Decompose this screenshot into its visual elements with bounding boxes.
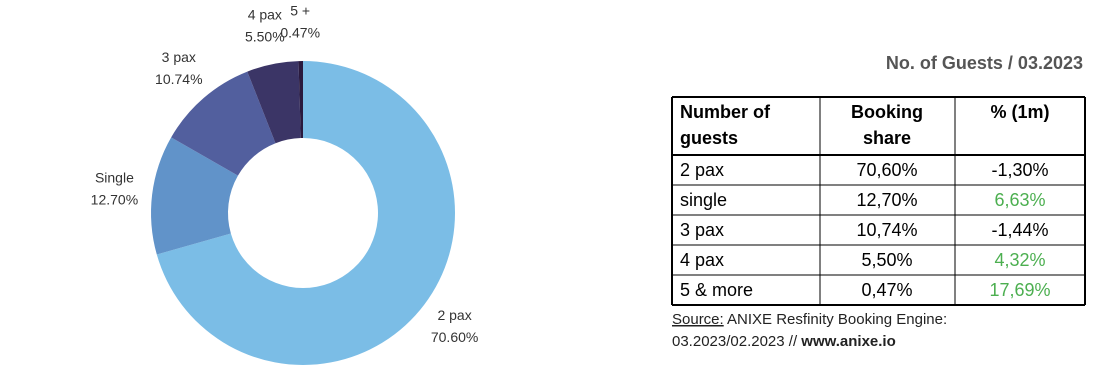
slice-label: 4 pax: [248, 7, 282, 23]
donut-slice: [298, 61, 303, 139]
slice-value-label: 12.70%: [91, 192, 138, 208]
table-header: share: [863, 128, 911, 148]
table-header: guests: [680, 128, 738, 148]
table-cell: 5 & more: [680, 280, 753, 300]
table-cell: 6,63%: [994, 190, 1045, 210]
table-header: % (1m): [990, 102, 1049, 122]
source-label: Source:: [672, 311, 724, 328]
table-cell: 10,74%: [856, 220, 917, 240]
slice-value-label: 10.74%: [155, 71, 202, 87]
table-cell: 4 pax: [680, 250, 724, 270]
slice-value-label: 0.47%: [280, 25, 320, 41]
slice-label: Single: [95, 170, 134, 186]
table-cell: 0,47%: [861, 280, 912, 300]
source-url: www.anixe.io: [800, 333, 895, 350]
table-cell: 2 pax: [680, 160, 724, 180]
table-cell: 70,60%: [856, 160, 917, 180]
table-title: No. of Guests / 03.2023: [886, 53, 1083, 73]
donut-slice: [156, 61, 455, 365]
donut-slice: [150, 137, 238, 255]
table-cell: 5,50%: [861, 250, 912, 270]
source-text: ANIXE Resfinity Booking Engine:: [724, 311, 947, 328]
donut-slice: [247, 61, 301, 144]
slice-label: 3 pax: [162, 49, 196, 65]
source-line: Source: ANIXE Resfinity Booking Engine:: [672, 311, 947, 328]
slice-value-label: 5.50%: [245, 29, 285, 45]
table-header: Booking: [851, 102, 923, 122]
slice-label: 5 +: [290, 3, 310, 19]
table-cell: 12,70%: [856, 190, 917, 210]
slice-label: 2 pax: [437, 307, 471, 323]
source-period: 03.2023/02.2023 //: [672, 333, 801, 350]
table-header: Number of: [680, 102, 771, 122]
table-cell: 3 pax: [680, 220, 724, 240]
source-line-2: 03.2023/02.2023 // www.anixe.io: [672, 333, 896, 350]
table-cell: 17,69%: [989, 280, 1050, 300]
donut-slice: [171, 71, 276, 176]
table-cell: single: [680, 190, 727, 210]
slice-value-label: 70.60%: [431, 329, 478, 345]
table-cell: -1,44%: [991, 220, 1048, 240]
table-cell: -1,30%: [991, 160, 1048, 180]
table-cell: 4,32%: [994, 250, 1045, 270]
